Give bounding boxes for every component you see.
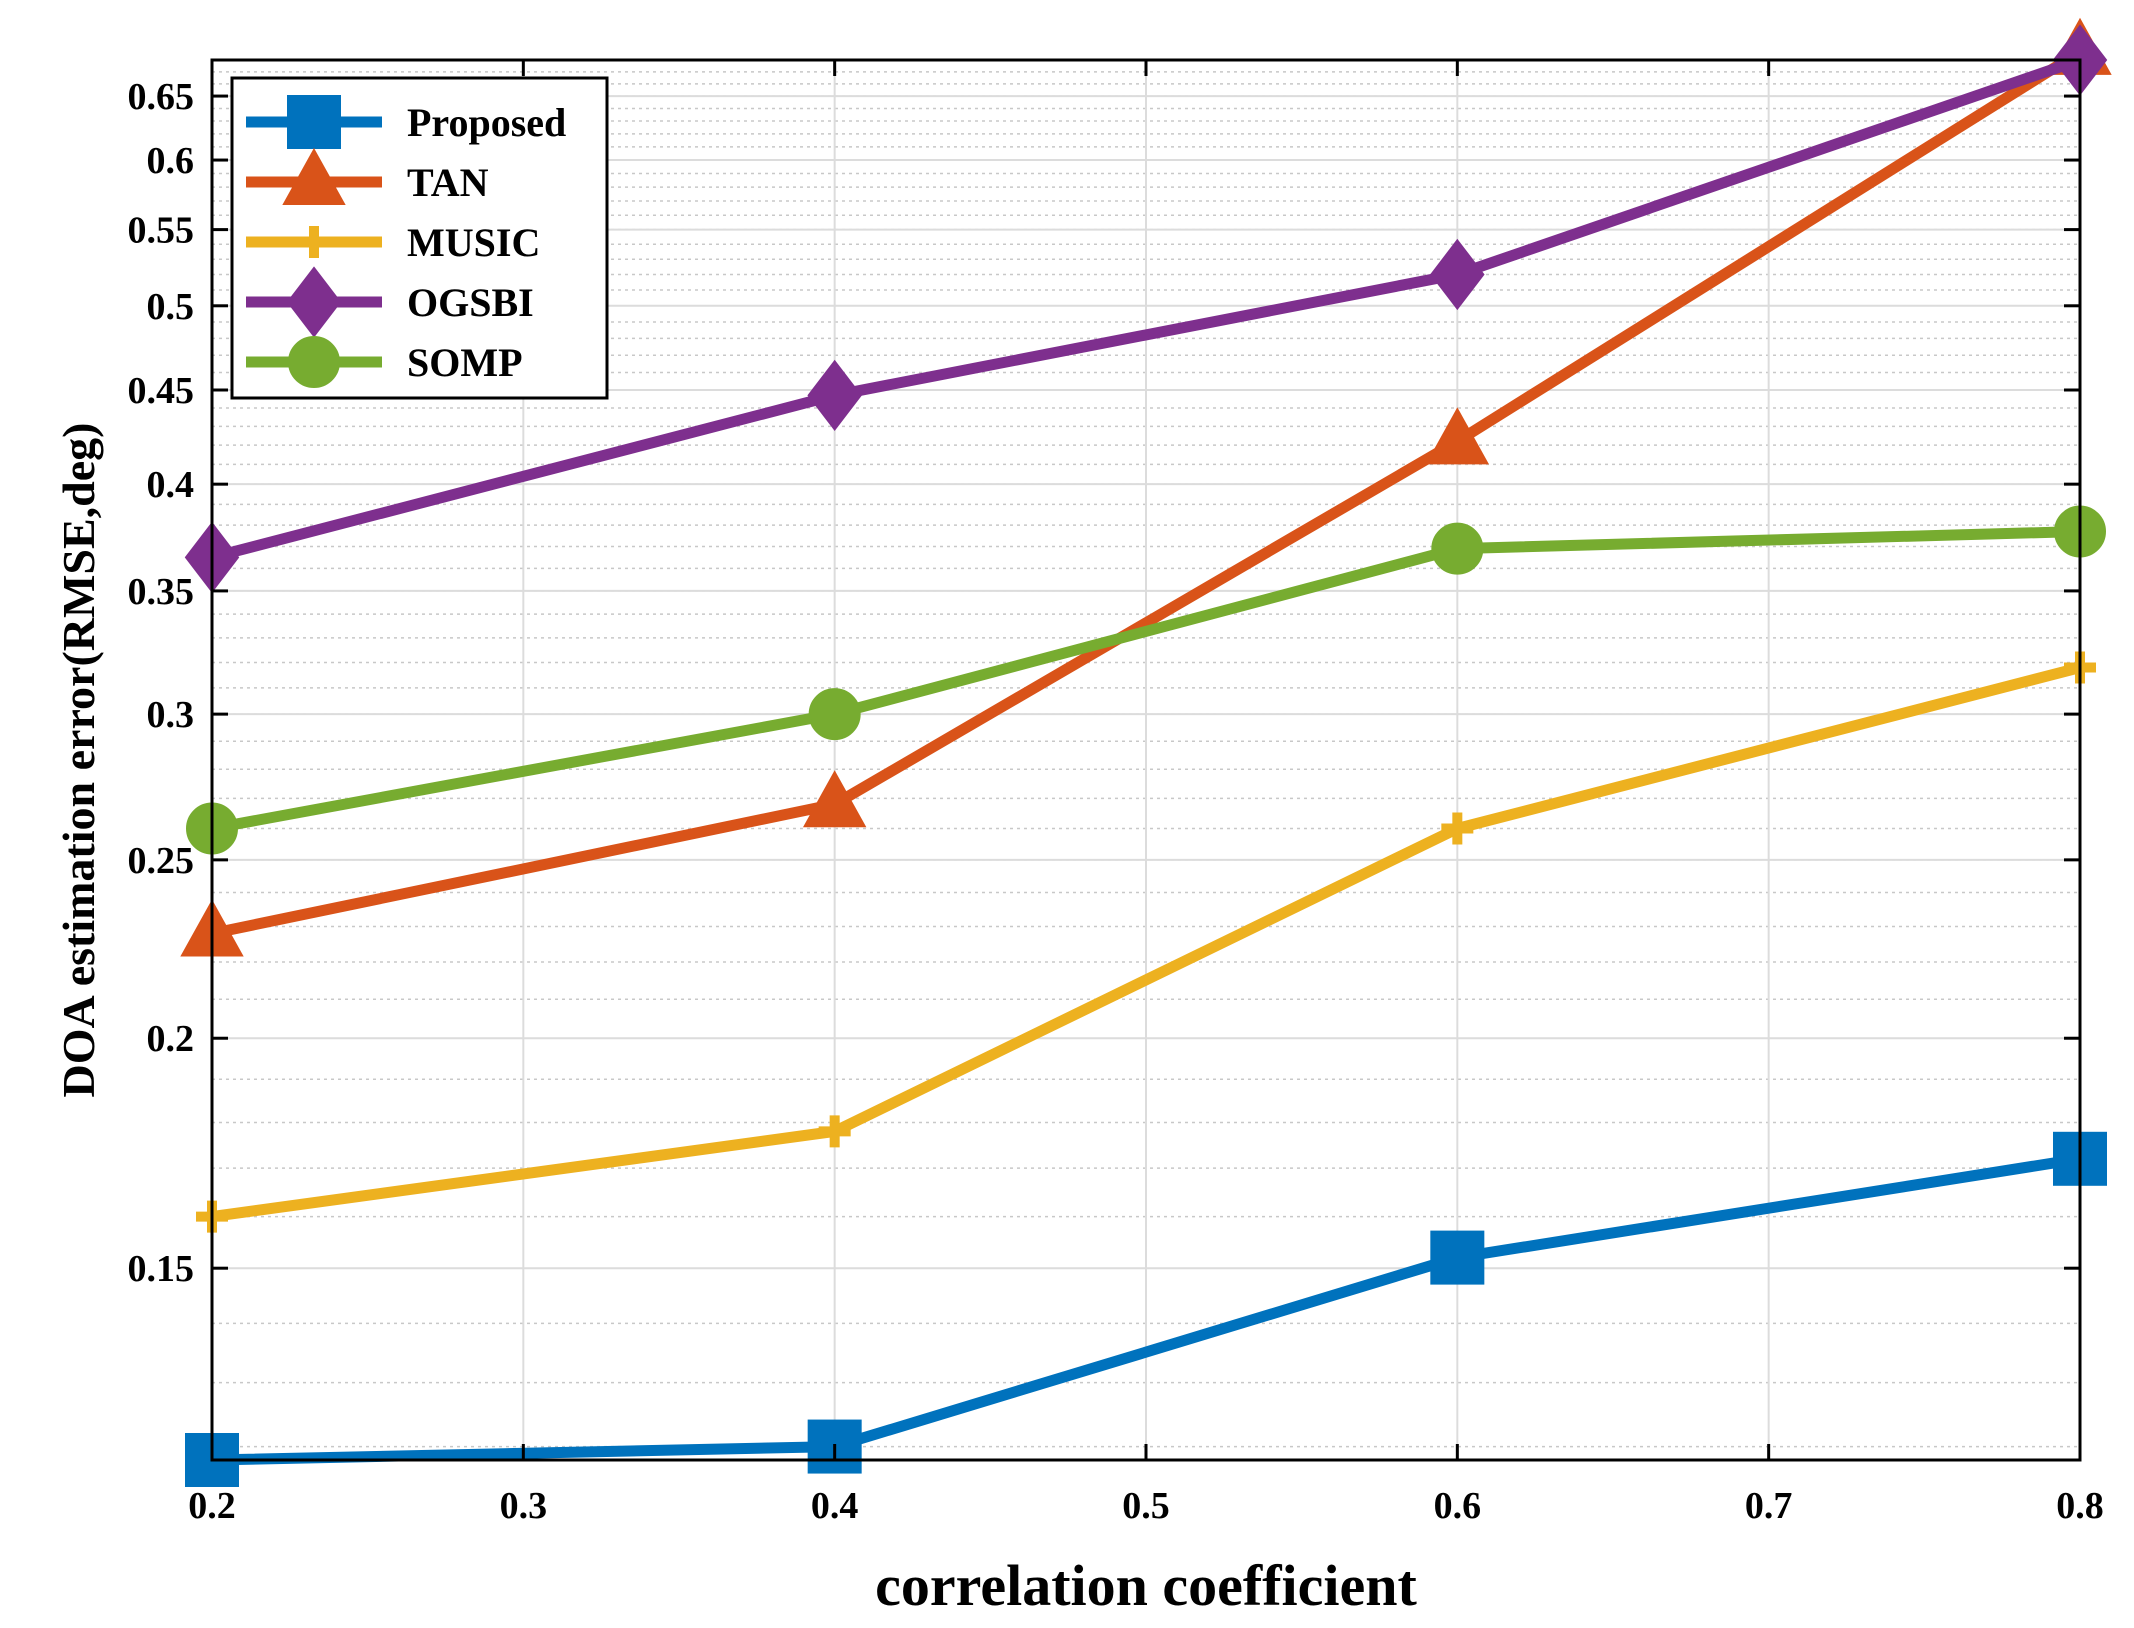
legend-entry-proposed: Proposed [246, 95, 566, 149]
y-tick-label: 0.2 [147, 1018, 195, 1060]
data-point-ogsbi [807, 359, 862, 432]
y-tick-label: 0.3 [147, 694, 195, 736]
x-tick-label: 0.6 [1434, 1485, 1482, 1527]
x-tick-label: 0.3 [500, 1485, 548, 1527]
series-line-tan [210, 47, 2083, 939]
legend-label-tan: TAN [407, 160, 489, 205]
y-tick-label: 0.5 [147, 286, 195, 328]
data-point-music [818, 1115, 851, 1148]
legend-label-ogsbi: OGSBI [407, 280, 534, 325]
axis-ticks: 0.2 0.3 0.4 0.5 0.6 0.7 0.8 0.15 0.2 0.25 0.3 0.35 0… [128, 60, 2104, 1527]
legend-entry-music: MUSIC [246, 220, 540, 265]
legend-entry-tan: TAN [246, 147, 489, 205]
legend-marker-proposed [287, 95, 341, 149]
y-tick-label: 0.55 [128, 210, 195, 252]
data-point-tan [802, 770, 867, 828]
y-tick-label: 0.6 [147, 140, 195, 182]
x-tick-label: 0.2 [188, 1485, 236, 1527]
data-point-music [1441, 812, 1474, 845]
legend-label-proposed: Proposed [407, 100, 566, 145]
x-tick-label: 0.4 [811, 1485, 859, 1527]
legend: Proposed TAN MUSIC OGSBI SOMP [230, 76, 609, 400]
y-tick-label: 0.4 [147, 464, 195, 506]
legend-label-music: MUSIC [407, 220, 540, 265]
x-axis-label: correlation coefficient [875, 1553, 1417, 1618]
data-point-tan [1425, 407, 1490, 465]
y-tick-label: 0.25 [128, 840, 195, 882]
data-point-ogsbi [1430, 238, 1485, 311]
legend-entry-ogsbi: OGSBI [246, 266, 534, 338]
x-tick-label: 0.5 [1122, 1485, 1170, 1527]
x-tick-label: 0.7 [1745, 1485, 1793, 1527]
y-tick-label: 0.15 [128, 1248, 195, 1290]
legend-label-somp: SOMP [407, 340, 523, 385]
y-tick-label: 0.45 [128, 370, 195, 412]
data-point-somp [808, 688, 861, 741]
legend-marker-tan [282, 147, 346, 205]
data-point-somp [1431, 522, 1484, 575]
legend-entry-somp: SOMP [246, 336, 523, 388]
x-tick-label: 0.8 [2056, 1485, 2104, 1527]
data-point-proposed [1430, 1230, 1485, 1285]
legend-marker-music [298, 226, 330, 258]
y-tick-label: 0.65 [128, 76, 195, 118]
legend-marker-somp [288, 336, 340, 388]
y-axis-label: DOA estimation error(RMSE,deg) [53, 423, 104, 1098]
y-tick-label: 0.35 [128, 571, 195, 613]
series-line-somp [211, 526, 2081, 834]
series-somp [186, 505, 2106, 855]
series-line-ogsbi [210, 54, 2082, 563]
series-line-music [211, 662, 2082, 1223]
